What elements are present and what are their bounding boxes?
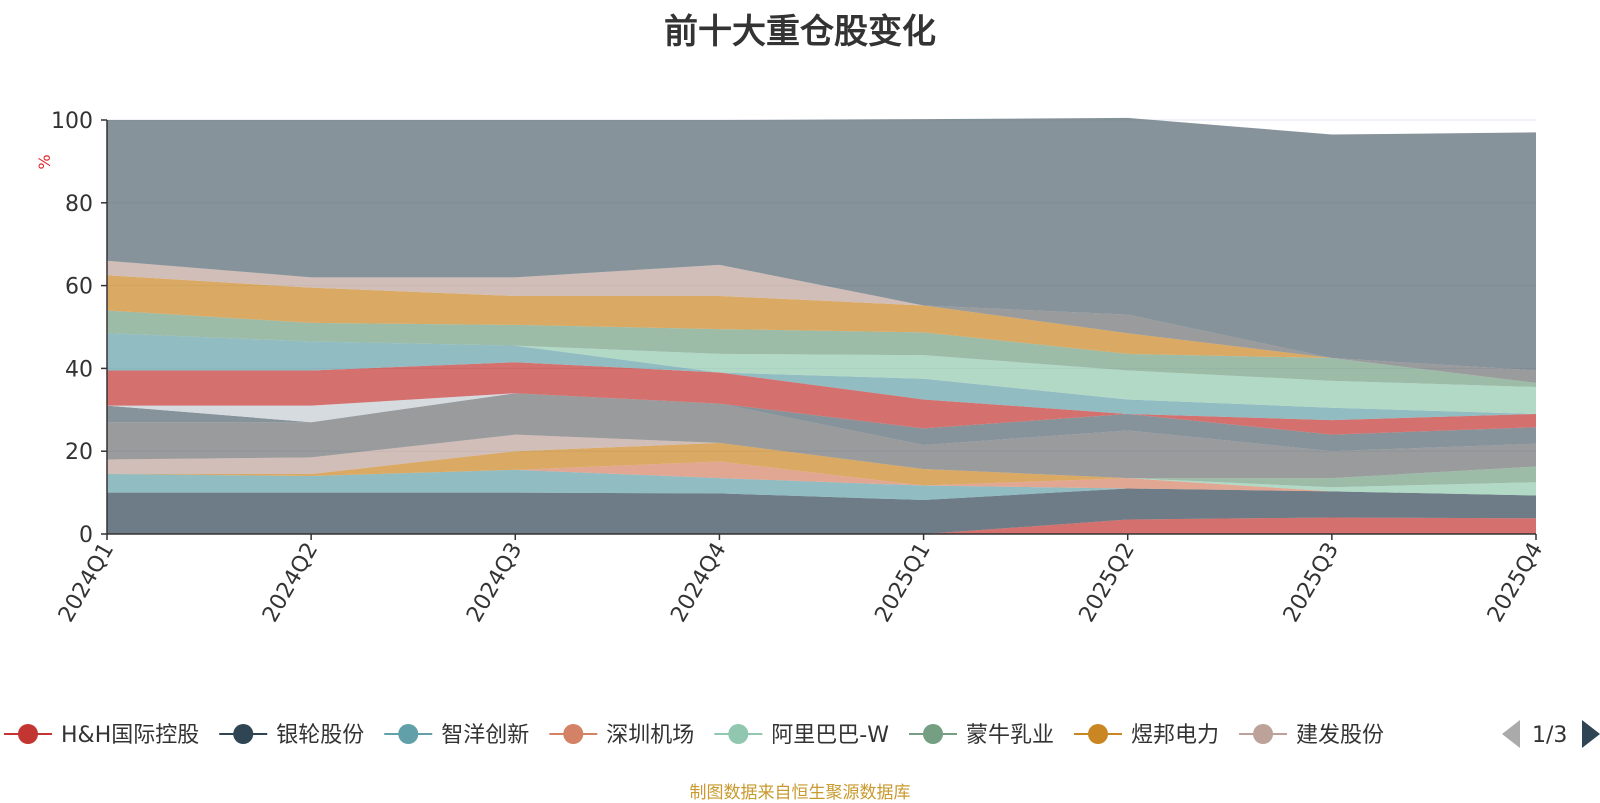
legend-marker-2 <box>398 724 419 744</box>
area-series-14 <box>107 310 1536 388</box>
legend-marker-5 <box>923 724 943 744</box>
legend-label-4: 阿里巴巴-W <box>771 723 889 748</box>
legend-label-2: 智洋创新 <box>441 723 529 748</box>
legend-item-0[interactable]: H&H国际控股 <box>4 723 199 748</box>
x-tick-label-4: 2025Q1 <box>870 539 935 627</box>
legend-item-2[interactable]: 智洋创新 <box>384 723 529 748</box>
y-tick-label-4: 80 <box>65 192 93 217</box>
y-tick-label-5: 100 <box>51 109 93 134</box>
legend-label-6: 煜邦电力 <box>1131 723 1219 748</box>
y-tick-label-0: 0 <box>79 523 93 548</box>
x-tick-label-6: 2025Q3 <box>1279 539 1344 627</box>
legend-marker-7 <box>1253 724 1274 744</box>
y-tick-label-3: 60 <box>65 275 93 300</box>
y-axis-unit: % <box>35 154 54 169</box>
area-series-9 <box>107 393 1536 452</box>
legend-item-1[interactable]: 银轮股份 <box>219 723 364 748</box>
x-tick-label-5: 2025Q2 <box>1075 539 1140 627</box>
legend-item-4[interactable]: 阿里巴巴-W <box>714 723 889 748</box>
legend-label-3: 深圳机场 <box>606 723 694 748</box>
area-series-11 <box>107 362 1536 435</box>
area-series-13 <box>107 333 1536 414</box>
legend-item-3[interactable]: 深圳机场 <box>549 723 694 748</box>
legend-label-5: 蒙牛乳业 <box>966 723 1054 748</box>
area-series-8 <box>107 393 1536 479</box>
legend-marker-3 <box>563 724 584 744</box>
area-series-2 <box>107 469 1536 501</box>
legend-pager: 1/3 <box>1502 720 1600 748</box>
legend-label-1: 银轮股份 <box>276 723 364 748</box>
area-layer <box>107 117 1536 534</box>
legend-item-7[interactable]: 建发股份 <box>1239 723 1384 748</box>
x-tick-label-3: 2024Q4 <box>666 539 731 627</box>
legend-marker-1 <box>233 724 254 744</box>
legend-item-5[interactable]: 蒙牛乳业 <box>909 723 1054 748</box>
area-series-15 <box>107 275 1536 383</box>
x-tick-label-0: 2024Q1 <box>54 539 119 627</box>
chart-title: 前十大重仓股变化 <box>664 12 936 52</box>
area-series-4 <box>107 461 1536 496</box>
x-tick-label-1: 2024Q2 <box>258 539 323 627</box>
legend-next-icon[interactable] <box>1582 720 1600 748</box>
x-tick-label-7: 2025Q4 <box>1483 539 1548 627</box>
legend-page-indicator: 1/3 <box>1532 723 1567 748</box>
legend-prev-icon[interactable] <box>1502 720 1520 748</box>
y-tick-label-2: 40 <box>65 357 93 382</box>
legend-label-0: H&H国际控股 <box>61 723 199 748</box>
area-series-1 <box>107 488 1536 534</box>
legend-item-6[interactable]: 煜邦电力 <box>1074 723 1219 748</box>
area-series-5 <box>107 461 1536 488</box>
legend-marker-0 <box>18 724 38 744</box>
legend-marker-6 <box>1088 724 1109 744</box>
legend-layer: H&H国际控股 银轮股份 智洋创新 深圳机场 阿里巴巴-W 蒙牛乳业 煜邦电力 建发股份 <box>4 723 1384 748</box>
area-series-12 <box>107 333 1536 421</box>
area-series-6 <box>107 442 1536 486</box>
legend-label-7: 建发股份 <box>1296 723 1384 748</box>
source-note: 制图数据来自恒生聚源数据库 <box>689 783 911 803</box>
area-series-16 <box>107 260 1536 383</box>
x-tick-label-2: 2024Q3 <box>462 539 527 627</box>
legend-marker-4 <box>728 724 749 744</box>
area-series-18 <box>107 117 1536 371</box>
area-series-3 <box>107 461 1536 496</box>
area-series-7 <box>107 434 1536 479</box>
area-series-0 <box>107 517 1536 534</box>
y-tick-label-1: 20 <box>65 440 93 465</box>
